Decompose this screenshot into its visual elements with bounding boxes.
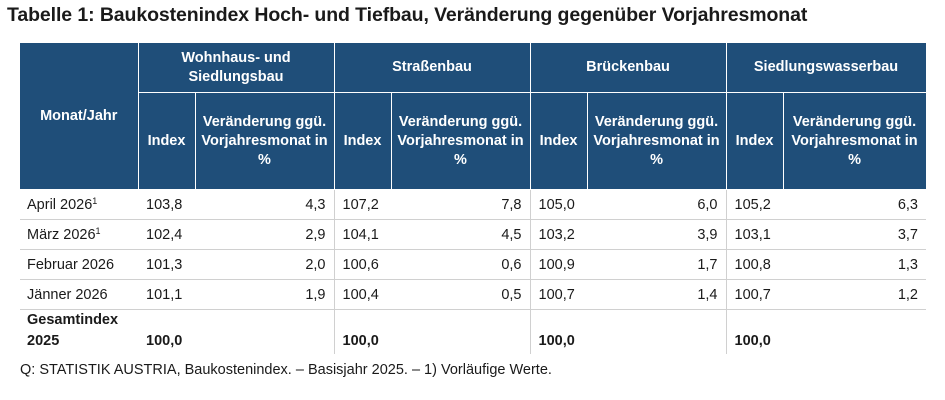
change-value: 4,5 <box>391 219 531 250</box>
header-index: Index <box>529 92 588 190</box>
index-value: 102,4 <box>138 219 195 250</box>
header-index: Index <box>725 92 784 190</box>
change-value: 2,9 <box>195 219 335 250</box>
index-value: 105,2 <box>726 189 784 220</box>
index-value: 107,2 <box>334 189 391 220</box>
change-value: 0,5 <box>391 279 531 310</box>
table-row: April 20261 103,8 4,3 107,2 7,8 105,0 6,… <box>20 189 927 220</box>
table-row: März 20261 102,4 2,9 104,1 4,5 103,2 3,9… <box>20 219 927 250</box>
header-group-wohnhaus: Wohnhaus- und Siedlungsbau <box>137 42 335 93</box>
change-value: 6,0 <box>587 189 727 220</box>
header-change: Veränderung ggü. Vorjahresmonat in % <box>586 92 727 190</box>
empty-cell <box>783 310 926 355</box>
change-value: 2,0 <box>195 249 335 280</box>
change-value: 0,6 <box>391 249 531 280</box>
source-footnote: Q: STATISTIK AUSTRIA, Baukostenindex. – … <box>20 362 552 378</box>
index-value: 100,6 <box>334 249 391 280</box>
change-value: 1,4 <box>587 279 727 310</box>
change-value: 1,2 <box>783 279 927 310</box>
table-title: Tabelle 1: Baukostenindex Hoch- und Tief… <box>7 4 808 26</box>
index-value: 101,3 <box>138 249 195 280</box>
empty-cell <box>195 309 335 354</box>
empty-cell <box>391 309 531 354</box>
header-index: Index <box>333 92 392 190</box>
change-value: 1,3 <box>783 249 927 280</box>
total-index-value: 100,0 <box>146 333 183 349</box>
change-value: 4,3 <box>195 189 335 220</box>
empty-cell <box>587 309 727 354</box>
change-value: 3,7 <box>783 219 927 250</box>
row-month: Jänner 2026 <box>20 279 138 310</box>
header-month-year: Monat/Jahr <box>20 42 139 190</box>
header-index: Index <box>137 92 196 190</box>
table-row: Jänner 2026 101,1 1,9 100,4 0,5 100,7 1,… <box>20 279 927 310</box>
change-value: 7,8 <box>391 189 531 220</box>
index-value: 103,1 <box>726 219 784 250</box>
change-value: 6,3 <box>783 189 927 220</box>
index-value: 100,4 <box>334 279 391 310</box>
change-value: 1,9 <box>195 279 335 310</box>
index-value: 103,8 <box>138 189 195 220</box>
header-change: Veränderung ggü. Vorjahresmonat in % <box>782 92 927 190</box>
row-month: März 20261 <box>20 219 138 250</box>
header-change: Veränderung ggü. Vorjahresmonat in % <box>194 92 335 190</box>
index-value: 104,1 <box>334 219 391 250</box>
index-value: 100,7 <box>530 279 588 310</box>
change-value: 1,7 <box>587 249 727 280</box>
index-value: 103,2 <box>530 219 588 250</box>
total-index-value: 100,0 <box>342 333 379 349</box>
index-value: 100,9 <box>530 249 588 280</box>
header-change: Veränderung ggü. Vorjahresmonat in % <box>390 92 531 190</box>
index-value: 101,1 <box>138 279 195 310</box>
index-table: Monat/Jahr Wohnhaus- und Siedlungsbau St… <box>20 42 927 354</box>
index-value: 100,7 <box>726 279 784 310</box>
index-value: 105,0 <box>530 189 588 220</box>
header-group-siedlungswasserbau: Siedlungswasserbau <box>725 42 927 93</box>
index-value: 100,8 <box>726 249 784 280</box>
total-row: Gesamtindex 2025 100,0 100,0 100,0 100,0 <box>20 309 926 355</box>
row-month: Februar 2026 <box>20 249 138 280</box>
change-value: 3,9 <box>587 219 727 250</box>
table-row: Februar 2026 101,3 2,0 100,6 0,6 100,9 1… <box>20 249 927 280</box>
total-index-value: 100,0 <box>538 333 575 349</box>
total-label: Gesamtindex 2025 <box>27 312 119 349</box>
header-group-strassenbau: Straßenbau <box>333 42 531 93</box>
row-month: April 20261 <box>20 189 138 220</box>
total-index-value: 100,0 <box>734 333 771 349</box>
header-group-brueckenbau: Brückenbau <box>529 42 727 93</box>
